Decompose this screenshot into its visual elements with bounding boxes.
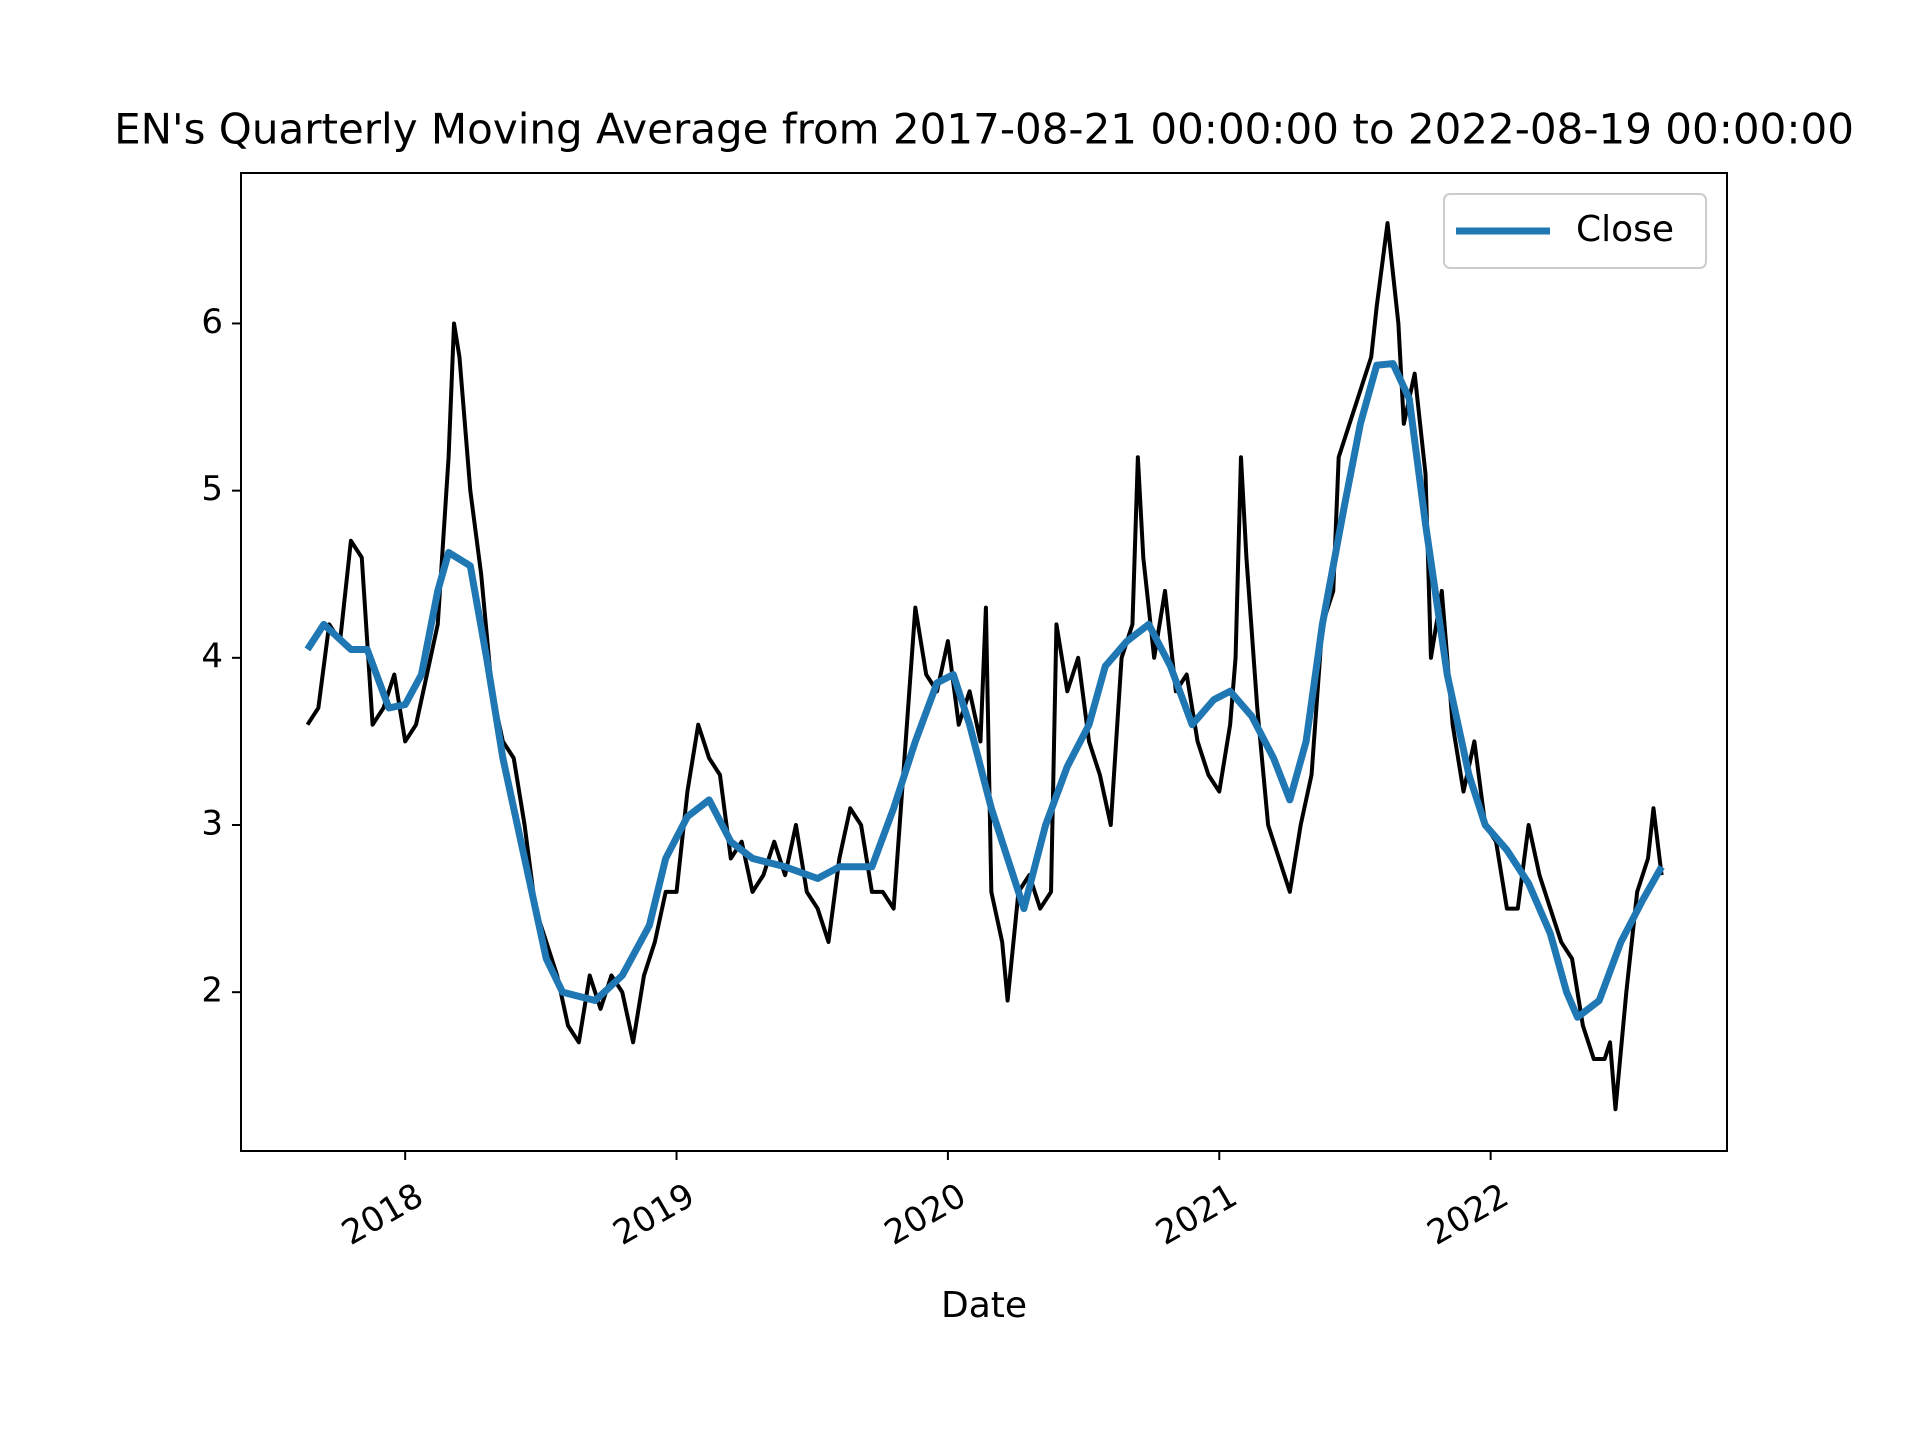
- x-tick-label: 2019: [607, 1176, 702, 1254]
- series-line: [304, 360, 1665, 1021]
- x-axis-label: Date: [941, 1285, 1027, 1326]
- x-tick-label: 2022: [1421, 1176, 1516, 1254]
- x-tick-label: 2020: [878, 1176, 973, 1254]
- plot-frame: [240, 172, 1728, 1152]
- y-tick-label: 2: [201, 971, 223, 1011]
- y-tick-label: 4: [201, 636, 223, 676]
- y-tick-label: 3: [201, 804, 223, 844]
- y-tick-label: 5: [201, 469, 223, 509]
- y-tick-label: 6: [201, 302, 223, 342]
- legend-box: [1443, 193, 1707, 269]
- series-line: [305, 221, 1664, 1112]
- chart-title: EN's Quarterly Moving Average from 2017-…: [114, 105, 1854, 154]
- legend-label: Close: [1576, 209, 1674, 250]
- x-tick-label: 2018: [335, 1176, 430, 1254]
- x-tick-label: 2021: [1149, 1176, 1244, 1254]
